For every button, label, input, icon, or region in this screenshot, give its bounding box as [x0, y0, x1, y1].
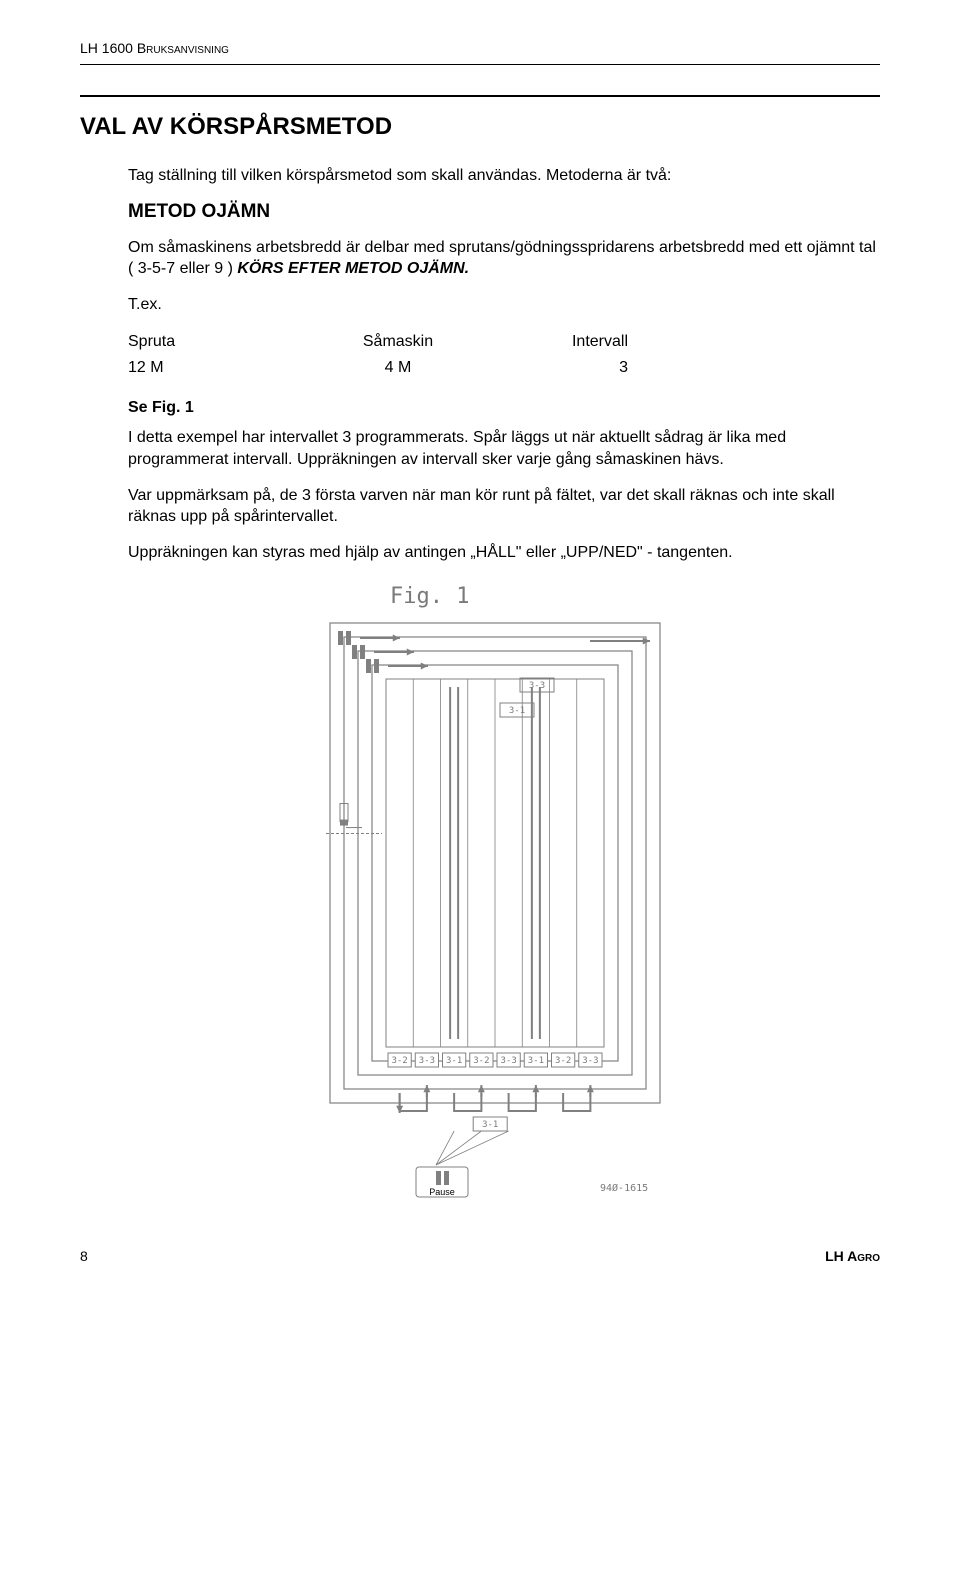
paragraph-2: Var uppmärksam på, de 3 första varven nä… — [128, 485, 880, 528]
paragraph-1: I detta exempel har intervallet 3 progra… — [128, 427, 880, 470]
td-spruta: 12 M — [128, 355, 308, 381]
example-table: Spruta Såmaskin Intervall 12 M 4 M 3 — [128, 329, 668, 381]
method-desc-bold: KÖRS EFTER METOD OJÄMN. — [237, 260, 469, 277]
svg-text:94Ø-1615: 94Ø-1615 — [600, 1182, 648, 1194]
svg-text:3-3: 3-3 — [500, 1056, 516, 1066]
intro-paragraph: Tag ställning till vilken körspårsmetod … — [128, 165, 880, 187]
svg-text:3-2: 3-2 — [391, 1056, 407, 1066]
figure-1: Fig. 13-33-13-23-33-13-23-33-13-23-33-1P… — [80, 583, 880, 1208]
header-rule — [80, 64, 880, 65]
svg-text:3-3: 3-3 — [582, 1056, 598, 1066]
see-fig-label: Se Fig. 1 — [128, 399, 880, 417]
svg-text:3-1: 3-1 — [528, 1056, 544, 1066]
page-footer: 8 LH Agro — [80, 1248, 880, 1264]
th-intervall: Intervall — [488, 329, 668, 355]
section-rule — [80, 95, 880, 97]
svg-text:3-2: 3-2 — [555, 1056, 571, 1066]
svg-text:3-1: 3-1 — [446, 1056, 462, 1066]
tex-label: T.ex. — [128, 294, 880, 316]
svg-text:3-2: 3-2 — [473, 1056, 489, 1066]
svg-text:Pause: Pause — [429, 1187, 455, 1197]
svg-text:3-3: 3-3 — [419, 1056, 435, 1066]
figure-svg: Fig. 13-33-13-23-33-13-23-33-13-23-33-1P… — [270, 583, 690, 1203]
page-number: 8 — [80, 1248, 88, 1264]
brand-label: LH Agro — [825, 1248, 880, 1264]
th-spruta: Spruta — [128, 329, 308, 355]
th-samaskin: Såmaskin — [308, 329, 488, 355]
page-title: VAL AV KÖRSPÅRSMETOD — [80, 113, 880, 141]
method-heading: METOD OJÄMN — [128, 201, 880, 223]
paragraph-3: Uppräkningen kan styras med hjälp av ant… — [128, 542, 880, 564]
svg-text:Fig. 1: Fig. 1 — [390, 584, 469, 609]
svg-text:3-1: 3-1 — [509, 706, 525, 716]
doc-header: LH 1600 Bruksanvisning — [80, 40, 880, 56]
method-description: Om såmaskinens arbetsbredd är delbar med… — [128, 237, 880, 280]
svg-text:3-1: 3-1 — [482, 1120, 498, 1130]
td-intervall: 3 — [488, 355, 668, 381]
td-samaskin: 4 M — [308, 355, 488, 381]
